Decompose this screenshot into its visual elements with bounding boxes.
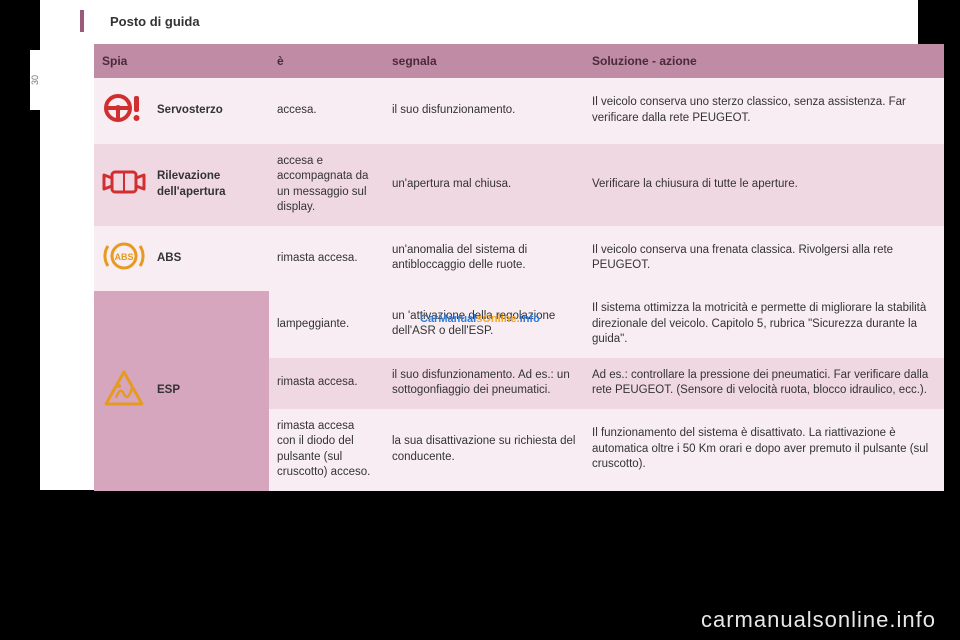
warning-table: Spia è segnala Soluzione - azione [94,44,944,491]
page-title: Posto di guida [110,14,200,29]
abs-signal: un'anomalia del sistema di antibloccaggi… [384,226,584,292]
esp-r1-solution: Il sistema ottimizza la motricità e perm… [584,291,944,358]
esp-icon-cell [94,291,149,491]
abs-name: ABS [149,226,269,292]
servosterzo-state: accesa. [269,78,384,144]
apertura-signal: un'apertura mal chiusa. [384,144,584,226]
row-esp-1: ESP lampeggiante. un 'attivazione della … [94,291,944,358]
footer-text: carmanualsonline.info [701,607,936,633]
row-abs: ABS ABS rimasta accesa. un'anomalia del … [94,226,944,292]
page-number-tab: 30 [30,50,40,110]
esp-r3-signal: la sua disattivazione su richiesta del c… [384,409,584,491]
abs-icon-cell: ABS [94,226,149,292]
footer-bar: carmanualsonline.info [0,600,960,640]
esp-r2-signal: il suo disfunzionamento. Ad es.: un sott… [384,358,584,409]
apertura-solution: Verificare la chiusura di tutte le apert… [584,144,944,226]
table-header-row: Spia è segnala Soluzione - azione [94,44,944,78]
esp-r1-state: lampeggiante. [269,291,384,358]
esp-r3-solution: Il funzionamento del sistema è disattiva… [584,409,944,491]
header-segnala: segnala [384,44,584,78]
apertura-icon-cell [94,144,149,226]
servosterzo-solution: Il veicolo conserva uno sterzo classico,… [584,78,944,144]
abs-state: rimasta accesa. [269,226,384,292]
abs-icon: ABS [102,236,146,276]
servosterzo-name: Servosterzo [149,78,269,144]
esp-r1-signal: un 'attivazione della regolazione dell'A… [384,291,584,358]
servosterzo-signal: il suo disfunzionamento. [384,78,584,144]
esp-r2-state: rimasta accesa. [269,358,384,409]
header-soluzione: Soluzione - azione [584,44,944,78]
esp-icon [102,368,146,408]
esp-r3-state: rimasta accesa con il diodo del pulsante… [269,409,384,491]
esp-r2-solution: Ad es.: controllare la pressione dei pne… [584,358,944,409]
esp-name: ESP [149,291,269,491]
abs-solution: Il veicolo conserva una frenata classica… [584,226,944,292]
row-apertura: Rilevazione dell'apertura accesa e accom… [94,144,944,226]
header-e: è [269,44,384,78]
svg-text:ABS: ABS [114,252,133,262]
apertura-state: accesa e accompagnata da un messaggio su… [269,144,384,226]
steering-icon [102,88,146,128]
row-servosterzo: Servosterzo accesa. il suo disfunzioname… [94,78,944,144]
apertura-name: Rilevazione dell'apertura [149,144,269,226]
title-accent [80,10,84,32]
header-spia: Spia [94,44,269,78]
servosterzo-icon-cell [94,78,149,144]
page: Posto di guida Spia è segnala Soluzione … [40,0,918,490]
door-open-icon [102,162,146,202]
